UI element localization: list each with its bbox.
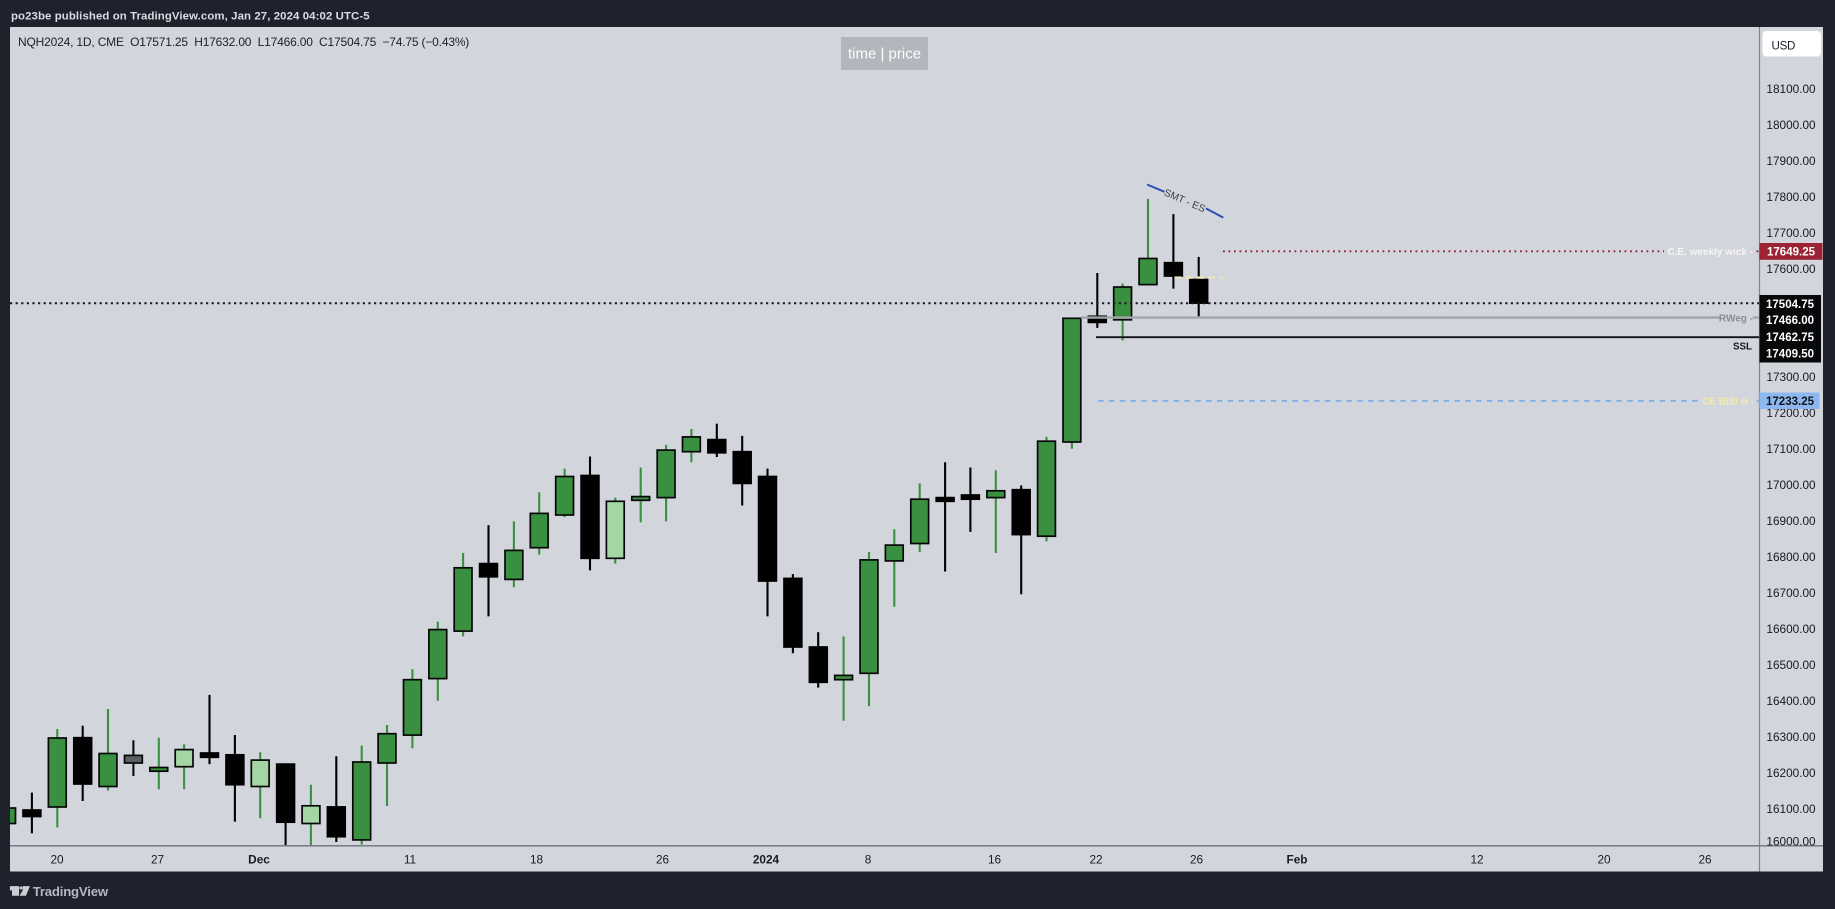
svg-text:18000.00: 18000.00	[1766, 118, 1816, 132]
svg-text:2024: 2024	[753, 853, 780, 867]
svg-text:27: 27	[151, 853, 164, 867]
svg-text:17233.25: 17233.25	[1766, 396, 1815, 408]
svg-text:17200.00: 17200.00	[1766, 406, 1816, 420]
svg-text:17409.50: 17409.50	[1766, 349, 1814, 361]
svg-text:TradingView: TradingView	[33, 884, 109, 899]
svg-text:Feb: Feb	[1287, 853, 1308, 867]
svg-text:17900.00: 17900.00	[1766, 154, 1816, 168]
svg-text:17800.00: 17800.00	[1766, 190, 1816, 204]
svg-text:16400.00: 16400.00	[1766, 694, 1816, 708]
svg-text:USD: USD	[1772, 40, 1796, 53]
svg-text:26: 26	[1190, 853, 1204, 867]
svg-text:17100.00: 17100.00	[1766, 442, 1816, 456]
svg-text:22: 22	[1089, 853, 1102, 867]
svg-text:NQH2024, 1D, CME O17571.25 H: NQH2024, 1D, CME O17571.25 H17632.00 L17…	[18, 35, 469, 49]
svg-text:17000.00: 17000.00	[1766, 478, 1816, 492]
svg-text:20: 20	[50, 853, 64, 867]
svg-text:16600.00: 16600.00	[1766, 622, 1816, 636]
svg-text:17600.00: 17600.00	[1766, 262, 1816, 276]
svg-text:17649.25: 17649.25	[1767, 247, 1816, 259]
svg-text:time | price: time | price	[848, 46, 921, 63]
svg-text:18: 18	[530, 853, 544, 867]
svg-text:26: 26	[1698, 853, 1712, 867]
svg-text:C.E. weekly wick -: C.E. weekly wick -	[1667, 247, 1753, 258]
svg-text:16700.00: 16700.00	[1766, 586, 1816, 600]
svg-text:16500.00: 16500.00	[1766, 658, 1816, 672]
svg-text:17504.75: 17504.75	[1766, 299, 1815, 311]
svg-text:11: 11	[404, 853, 416, 867]
svg-text:17700.00: 17700.00	[1766, 226, 1816, 240]
svg-text:po23be published on TradingVie: po23be published on TradingView.com, Jan…	[11, 11, 370, 23]
svg-text:17300.00: 17300.00	[1766, 370, 1816, 384]
svg-text:17462.75: 17462.75	[1766, 332, 1815, 344]
svg-text:17466.00: 17466.00	[1766, 315, 1814, 327]
svg-text:16800.00: 16800.00	[1766, 550, 1816, 564]
svg-text:CE BISI w -: CE BISI w -	[1702, 397, 1754, 408]
svg-text:20: 20	[1597, 853, 1611, 867]
svg-text:26: 26	[656, 853, 670, 867]
svg-text:16300.00: 16300.00	[1766, 730, 1816, 744]
svg-text:16100.00: 16100.00	[1766, 802, 1816, 816]
svg-text:SSL: SSL	[1733, 342, 1752, 353]
svg-text:Dec: Dec	[248, 853, 270, 867]
svg-text:12: 12	[1470, 853, 1483, 867]
svg-text:16000.00: 16000.00	[1766, 835, 1816, 849]
svg-text:8: 8	[865, 853, 872, 867]
svg-text:16: 16	[988, 853, 1002, 867]
svg-text:16200.00: 16200.00	[1766, 766, 1816, 780]
svg-text:16900.00: 16900.00	[1766, 514, 1816, 528]
svg-text:RWeg -: RWeg -	[1719, 314, 1753, 325]
svg-text:18100.00: 18100.00	[1766, 82, 1816, 96]
